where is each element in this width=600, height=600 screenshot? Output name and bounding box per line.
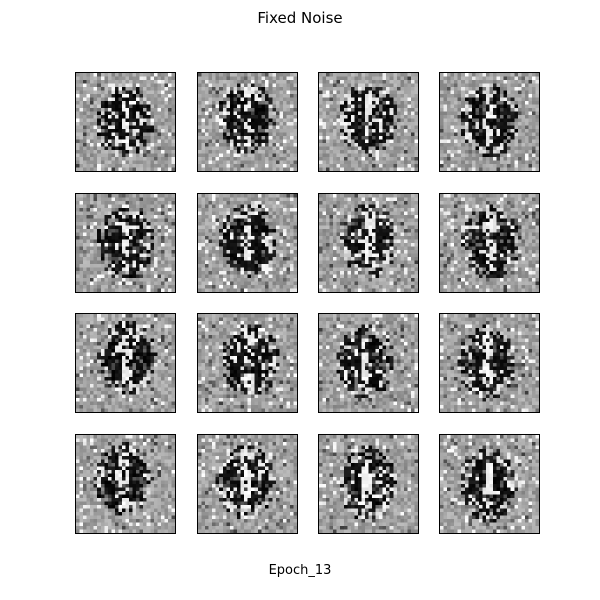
sample-image-4	[439, 72, 540, 172]
sample-image-11	[318, 313, 419, 413]
sample-pixels-10	[198, 314, 297, 412]
sample-image-1	[75, 72, 176, 172]
sample-pixels-7	[319, 194, 418, 292]
sample-pixels-9	[76, 314, 175, 412]
sample-pixels-15	[319, 435, 418, 533]
sample-image-10	[197, 313, 298, 413]
sample-image-7	[318, 193, 419, 293]
sample-image-16	[439, 434, 540, 534]
sample-image-5	[75, 193, 176, 293]
sample-pixels-16	[440, 435, 539, 533]
sample-image-6	[197, 193, 298, 293]
sample-image-13	[75, 434, 176, 534]
sample-grid	[75, 72, 541, 535]
sample-image-9	[75, 313, 176, 413]
epoch-caption: Epoch_13	[268, 563, 332, 578]
figure-title: Fixed Noise	[257, 9, 343, 27]
sample-pixels-13	[76, 435, 175, 533]
sample-pixels-3	[319, 73, 418, 171]
sample-pixels-2	[198, 73, 297, 171]
sample-image-2	[197, 72, 298, 172]
sample-pixels-1	[76, 73, 175, 171]
sample-pixels-4	[440, 73, 539, 171]
sample-image-8	[439, 193, 540, 293]
sample-pixels-6	[198, 194, 297, 292]
sample-pixels-11	[319, 314, 418, 412]
sample-image-14	[197, 434, 298, 534]
sample-pixels-8	[440, 194, 539, 292]
sample-pixels-12	[440, 314, 539, 412]
sample-image-12	[439, 313, 540, 413]
sample-pixels-14	[198, 435, 297, 533]
sample-image-3	[318, 72, 419, 172]
sample-pixels-5	[76, 194, 175, 292]
sample-image-15	[318, 434, 419, 534]
